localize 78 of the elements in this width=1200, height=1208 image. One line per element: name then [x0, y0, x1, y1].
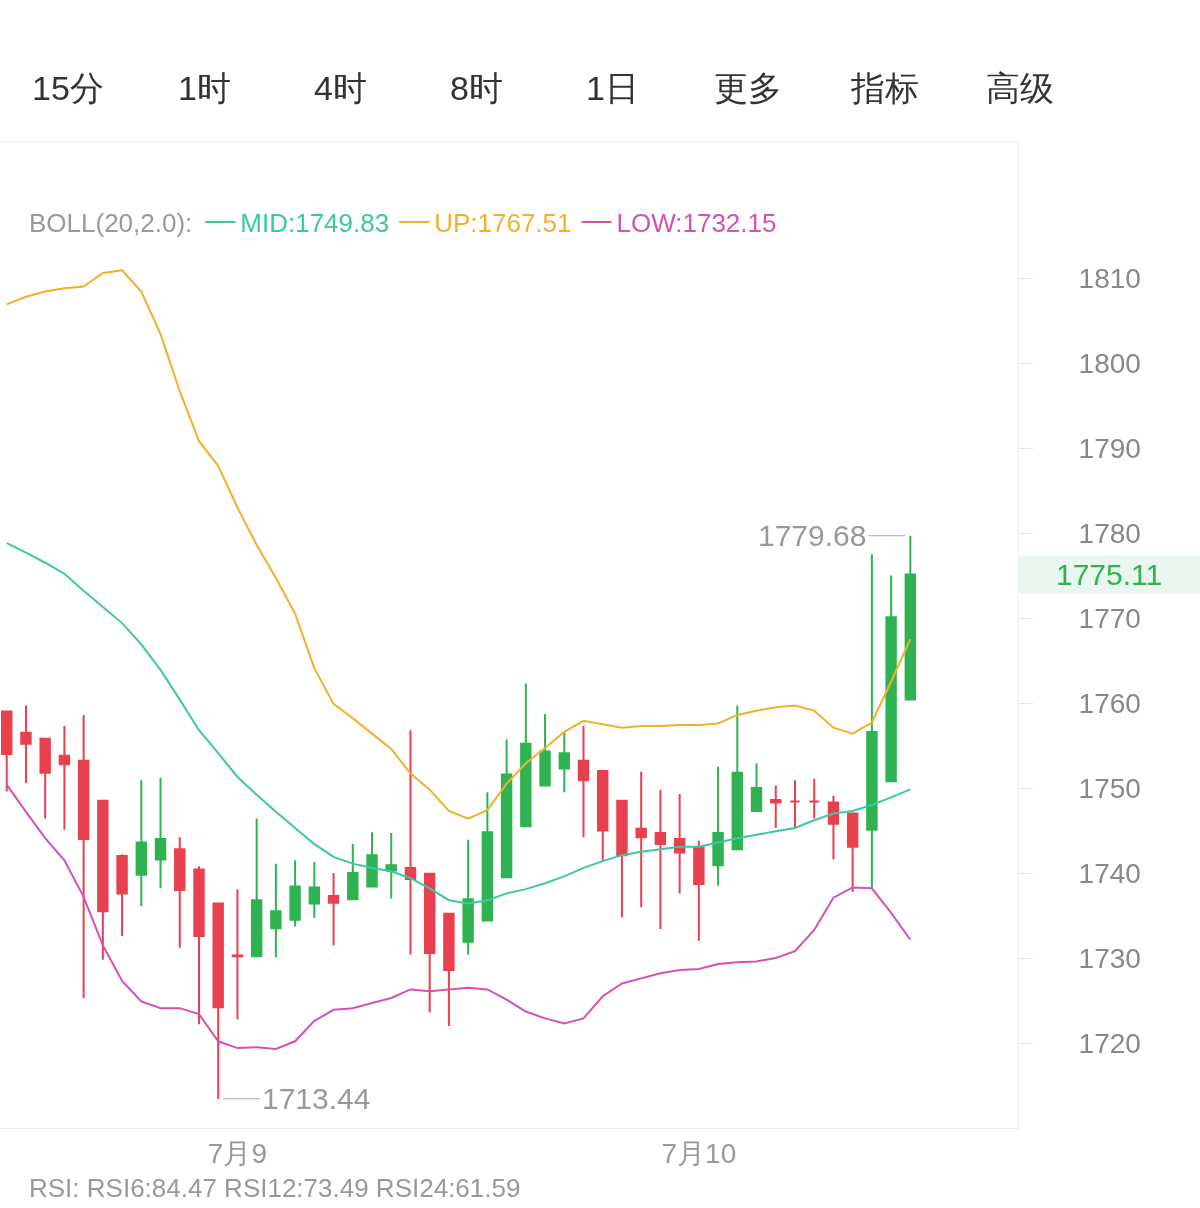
candlestick	[577, 724, 590, 839]
candlestick	[616, 799, 628, 919]
candlestick	[212, 902, 224, 1100]
y-tick-label: 1730	[1078, 942, 1141, 974]
candlestick	[174, 836, 186, 949]
candlestick	[462, 838, 474, 956]
candlestick	[231, 888, 244, 1021]
candlestick	[250, 817, 263, 958]
candlestick	[327, 872, 340, 947]
text: 高级	[986, 69, 1054, 107]
candlestick	[154, 776, 167, 890]
candlestick	[77, 713, 90, 999]
candlestick	[20, 704, 32, 784]
x-tick-label: 7月9	[207, 1137, 268, 1169]
candlestick	[808, 777, 820, 820]
candlestick	[558, 731, 570, 794]
y-tick-label: 1720	[1078, 1027, 1141, 1059]
candlestick	[443, 912, 455, 1027]
line-series	[5, 783, 912, 1050]
candlestick	[789, 779, 801, 830]
y-tick-label: 1750	[1078, 772, 1141, 804]
candlestick	[597, 770, 609, 862]
candlestick	[135, 779, 148, 908]
candlestick	[866, 553, 878, 890]
candlestick	[404, 729, 417, 956]
candlestick	[308, 860, 321, 920]
candlestick	[635, 770, 647, 908]
candlestick	[116, 853, 128, 937]
candlestick	[193, 865, 205, 1026]
candlestick	[885, 574, 897, 783]
candlestick	[97, 799, 109, 961]
line-series	[5, 269, 912, 820]
candlestick	[750, 762, 763, 813]
text: 指标	[850, 69, 919, 107]
candlestick	[827, 794, 840, 861]
y-tick-label: 1780	[1078, 517, 1141, 549]
candlestick	[58, 724, 71, 831]
text: RSI: RSI6:84.47 RSI12:73.49 RSI24:61.59	[29, 1173, 521, 1203]
text: 15分	[32, 69, 104, 107]
text: 1日	[586, 69, 639, 107]
candlestick	[347, 843, 359, 901]
x-tick-label: 7月10	[661, 1137, 737, 1169]
y-tick-label: 1770	[1078, 602, 1141, 634]
candlestick	[712, 765, 724, 887]
legend-label: LOW:1732.15	[616, 208, 777, 239]
candlestick	[500, 738, 513, 879]
candlestick	[731, 704, 744, 851]
text: 1时	[178, 69, 231, 107]
text: 8时	[450, 69, 503, 107]
legend-label: MID:1749.83	[240, 208, 390, 239]
text: 4时	[314, 69, 367, 107]
candlestick	[904, 534, 917, 701]
candlestick	[654, 788, 667, 931]
text: 更多	[714, 69, 782, 107]
candlestick	[289, 859, 301, 928]
candlestick	[770, 784, 782, 829]
candlestick	[366, 831, 378, 888]
candlestick	[423, 872, 436, 1014]
candlestick	[539, 713, 551, 787]
candlestick	[1, 710, 13, 793]
candlestick	[270, 862, 282, 959]
y-tick-label: 1800	[1078, 347, 1141, 379]
y-tick-label: 1790	[1078, 432, 1141, 464]
candlestick	[846, 812, 859, 893]
candlestick	[39, 737, 51, 820]
y-tick-label: 1740	[1078, 857, 1141, 889]
legend-label: UP:1767.51	[434, 208, 572, 239]
annotation: 1713.44	[262, 1082, 371, 1115]
legend-title: BOLL(20,2.0):	[29, 208, 193, 239]
candlestick	[673, 792, 686, 895]
candlestick	[693, 839, 705, 942]
candlestick	[520, 682, 532, 828]
annotation: 1779.68	[758, 519, 867, 552]
candlestick	[385, 832, 397, 900]
ref-line-label: 1775.11	[1056, 558, 1163, 591]
y-tick-label: 1760	[1078, 687, 1141, 719]
candlestick	[481, 791, 494, 922]
y-tick-label: 1810	[1078, 262, 1141, 294]
